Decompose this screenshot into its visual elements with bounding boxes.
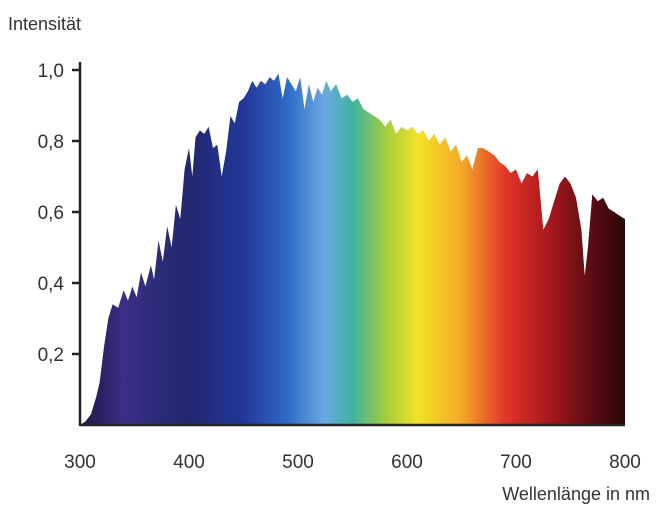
y-tick-label: 1,0 bbox=[38, 61, 64, 82]
x-tick-label: 600 bbox=[391, 452, 423, 473]
y-axis-title: Intensität bbox=[8, 14, 81, 34]
x-tick-label: 700 bbox=[500, 452, 532, 473]
y-tick-label: 0,8 bbox=[38, 132, 64, 153]
x-tick-label: 800 bbox=[609, 452, 641, 473]
x-axis-title: Wellenlänge in nm bbox=[502, 484, 650, 504]
x-tick-label: 500 bbox=[282, 452, 314, 473]
y-tick-label: 0,4 bbox=[38, 274, 65, 295]
spectrum-area bbox=[80, 73, 625, 425]
x-tick-label: 300 bbox=[64, 452, 96, 473]
y-tick-label: 0,2 bbox=[38, 345, 64, 366]
y-ticks: 0,2 0,4 0,6 0,8 1,0 bbox=[38, 61, 80, 366]
y-tick-label: 0,6 bbox=[38, 203, 64, 224]
x-tick-label: 400 bbox=[173, 452, 205, 473]
x-ticks: 300 400 500 600 700 800 bbox=[64, 452, 641, 473]
